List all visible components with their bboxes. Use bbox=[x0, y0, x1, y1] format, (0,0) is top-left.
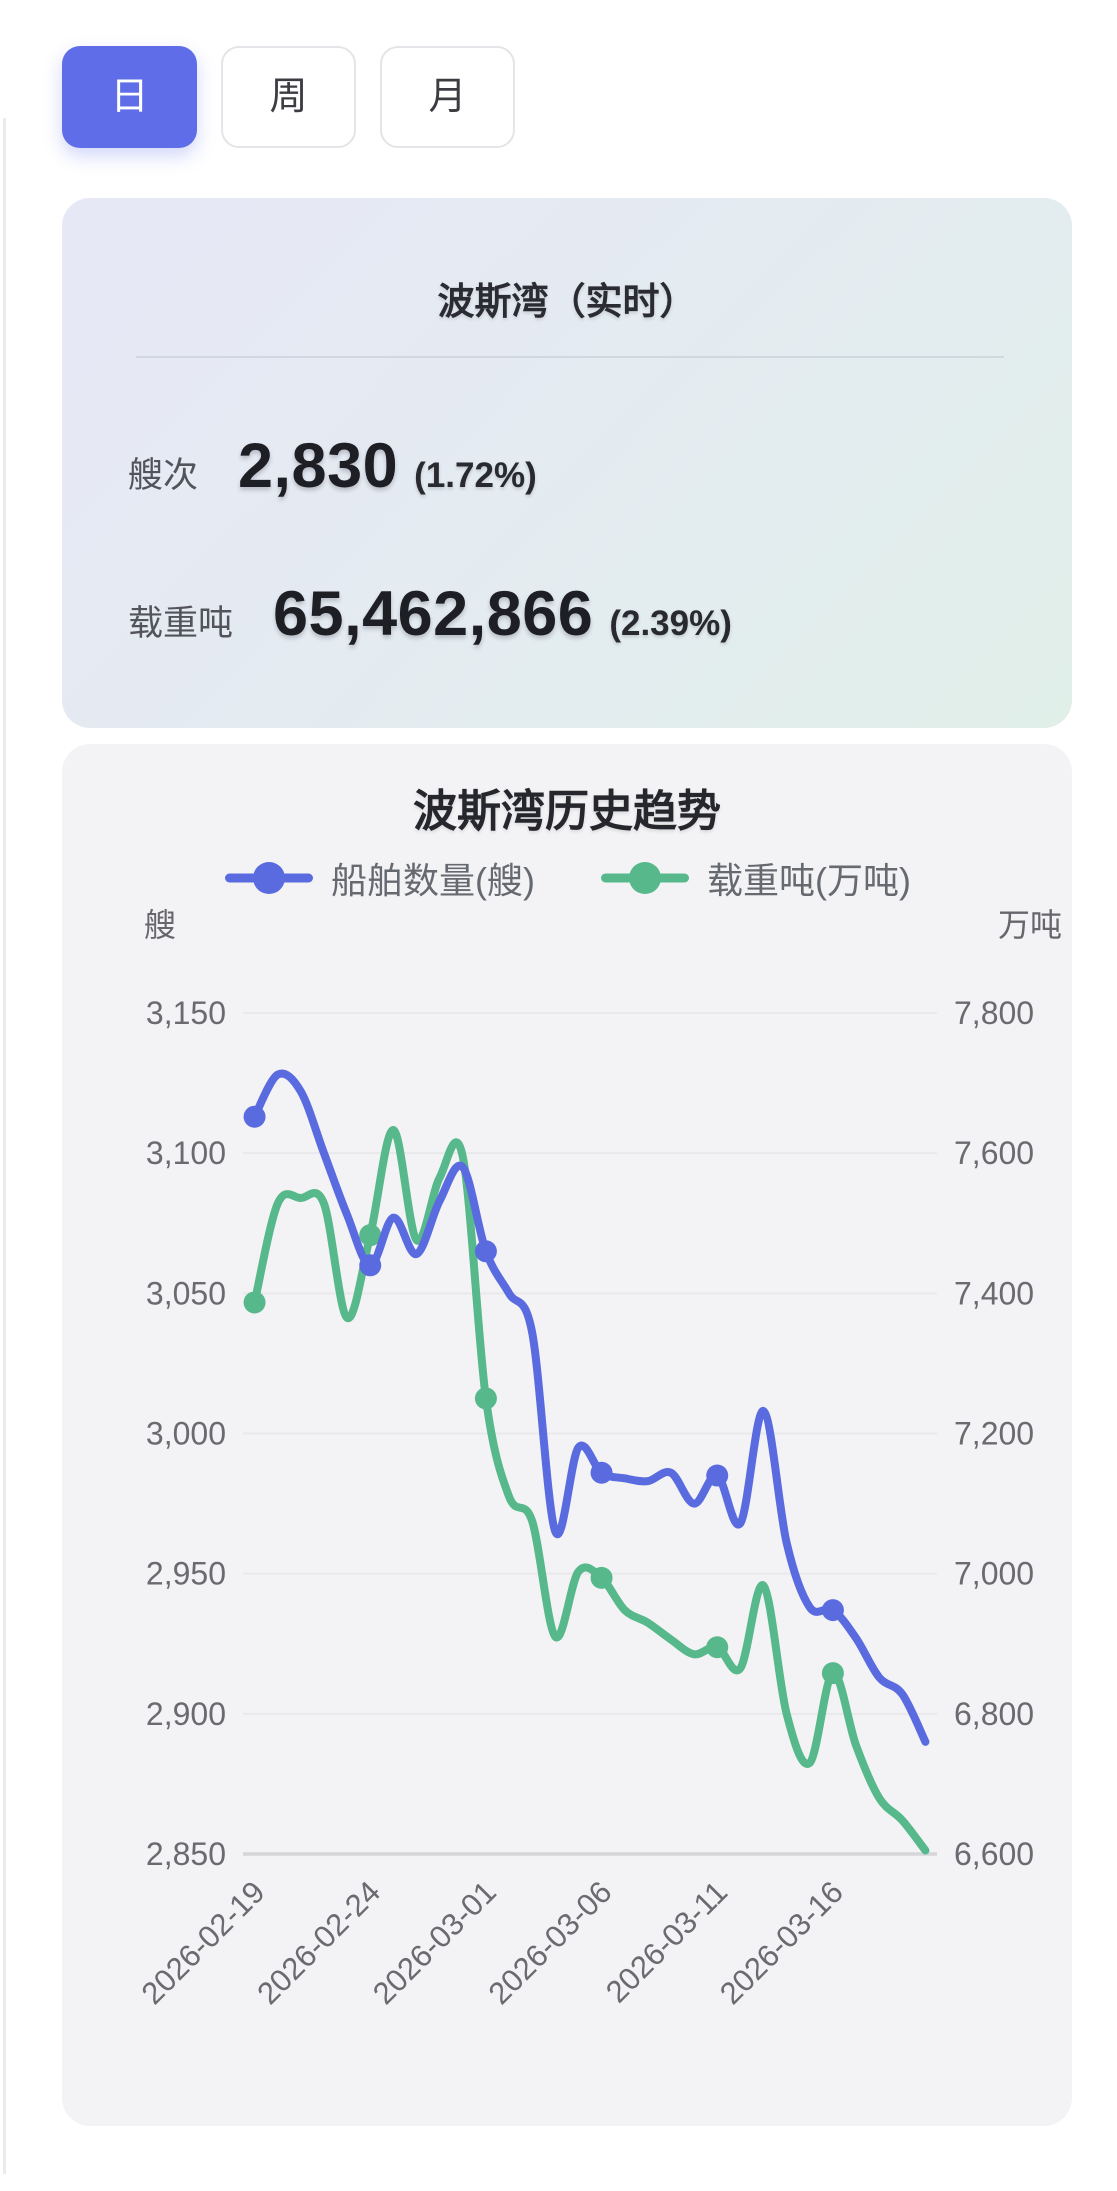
legend-label-dwt: 载重吨(万吨) bbox=[707, 860, 911, 901]
realtime-stats-card: 波斯湾（实时） 艘次 2,830 (1.72%) 载重吨 65,462,866 … bbox=[62, 198, 1072, 728]
line-dot-marker-icon bbox=[601, 862, 689, 894]
stat-card-title: 波斯湾（实时） bbox=[437, 281, 697, 322]
svg-text:6,800: 6,800 bbox=[954, 1696, 1034, 1732]
svg-text:2,850: 2,850 bbox=[146, 1836, 226, 1872]
svg-text:2,900: 2,900 bbox=[146, 1696, 226, 1732]
tab-week[interactable]: 周 bbox=[221, 46, 356, 148]
line-dot-marker-icon bbox=[225, 862, 314, 894]
svg-text:2026-03-01: 2026-03-01 bbox=[366, 1874, 503, 2011]
chart-legend: 船舶数量(艘) 载重吨(万吨) bbox=[62, 860, 1072, 901]
tab-day[interactable]: 日 bbox=[62, 46, 197, 148]
svg-text:3,000: 3,000 bbox=[146, 1416, 226, 1452]
page-edge-divider bbox=[3, 118, 6, 2174]
divider bbox=[136, 356, 1004, 358]
ship-count-label: 艘次 bbox=[128, 456, 199, 495]
deadweight-percent: (2.39%) bbox=[609, 604, 732, 643]
svg-text:2026-02-24: 2026-02-24 bbox=[250, 1874, 387, 2011]
ship-count-row: 艘次 2,830 (1.72%) bbox=[128, 430, 1072, 502]
svg-text:2026-02-19: 2026-02-19 bbox=[135, 1874, 272, 2011]
svg-text:7,800: 7,800 bbox=[954, 995, 1034, 1031]
trend-chart-card: 波斯湾历史趋势 船舶数量(艘) 载重吨(万吨) 3,150 7,800 3,100 7… bbox=[62, 744, 1072, 2126]
chart-title: 波斯湾历史趋势 bbox=[413, 787, 721, 836]
deadweight-label: 载重吨 bbox=[128, 604, 234, 643]
ship-count-value: 2,830 bbox=[238, 431, 399, 501]
svg-text:万吨: 万吨 bbox=[998, 907, 1062, 943]
svg-text:7,600: 7,600 bbox=[954, 1135, 1034, 1171]
svg-text:3,050: 3,050 bbox=[146, 1275, 226, 1311]
legend-item-ships[interactable]: 船舶数量(艘) bbox=[223, 852, 535, 904]
legend-label-ships: 船舶数量(艘) bbox=[331, 860, 535, 901]
deadweight-row: 载重吨 65,462,866 (2.39%) bbox=[128, 578, 1072, 650]
ship-count-percent: (1.72%) bbox=[414, 456, 537, 495]
svg-text:7,400: 7,400 bbox=[954, 1275, 1034, 1311]
svg-text:艘: 艘 bbox=[144, 907, 176, 943]
tab-month[interactable]: 月 bbox=[380, 46, 515, 148]
deadweight-value: 65,462,866 bbox=[273, 579, 594, 649]
svg-text:3,100: 3,100 bbox=[146, 1135, 226, 1171]
svg-text:7,000: 7,000 bbox=[954, 1556, 1034, 1592]
svg-text:2026-03-16: 2026-03-16 bbox=[713, 1874, 850, 2011]
svg-text:7,200: 7,200 bbox=[954, 1416, 1034, 1452]
legend-item-dwt[interactable]: 载重吨(万吨) bbox=[599, 852, 911, 904]
period-tabs: 日 周 月 bbox=[62, 46, 1117, 148]
svg-text:2026-03-06: 2026-03-06 bbox=[482, 1874, 619, 2011]
svg-text:6,600: 6,600 bbox=[954, 1836, 1034, 1872]
svg-text:3,150: 3,150 bbox=[146, 995, 226, 1031]
trend-line-chart[interactable]: 3,150 7,800 3,100 7,600 3,050 7,400 3,000 7,200… bbox=[62, 902, 1072, 2077]
svg-text:2026-03-11: 2026-03-11 bbox=[599, 1874, 734, 2009]
svg-text:2,950: 2,950 bbox=[146, 1556, 226, 1592]
